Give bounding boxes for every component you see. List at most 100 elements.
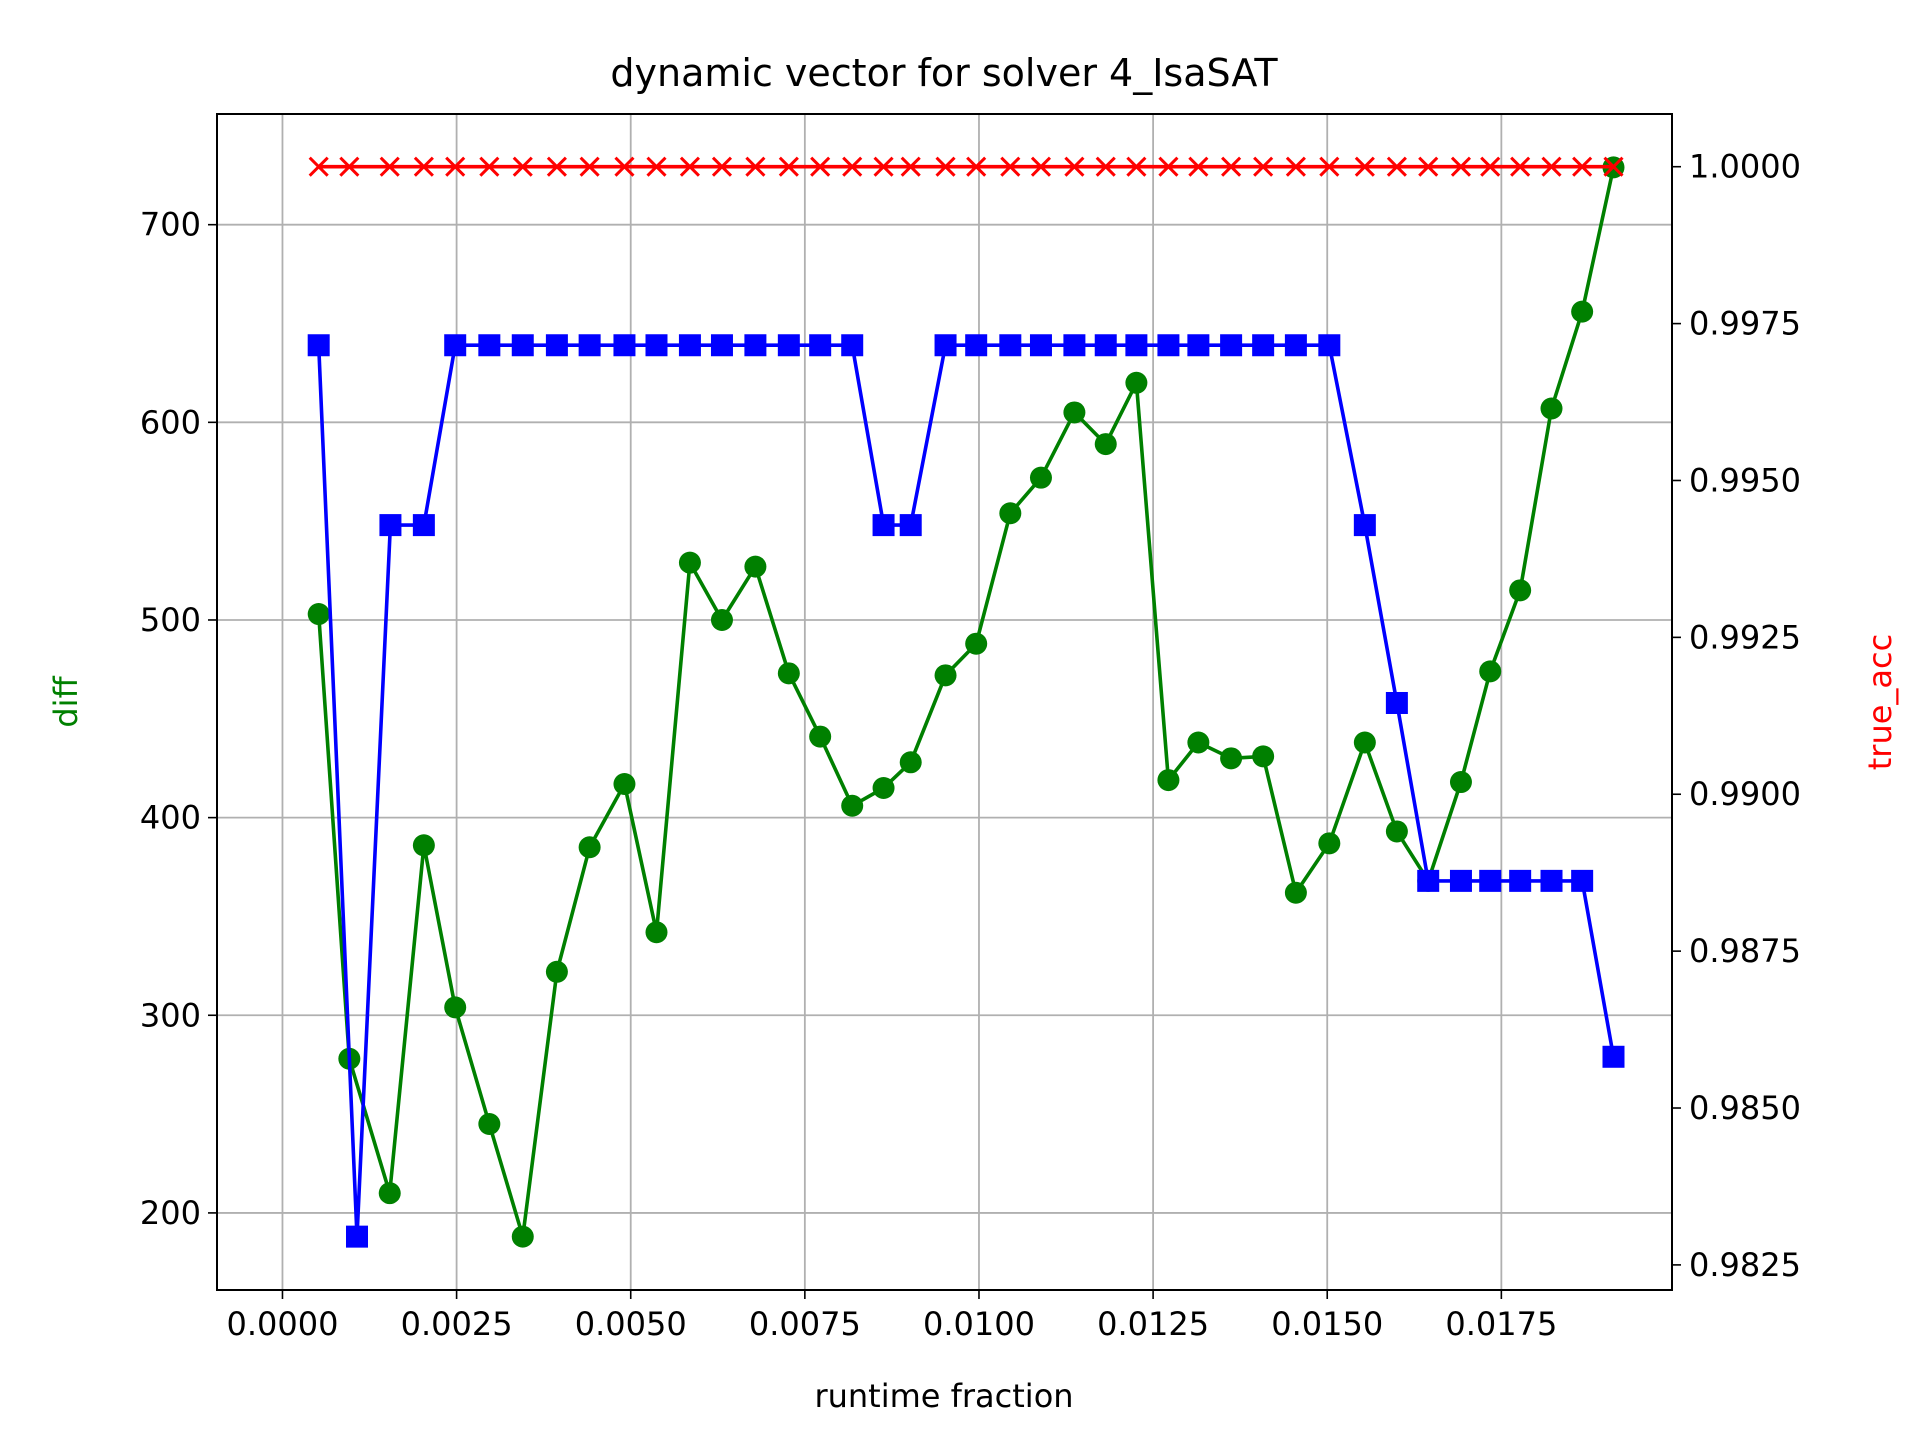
data-point-blue xyxy=(1509,870,1531,892)
data-point-blue xyxy=(579,334,601,356)
data-point-blue xyxy=(346,1226,368,1248)
data-point-diff xyxy=(512,1226,534,1248)
data-point-blue xyxy=(1285,334,1307,356)
x-tick-label: 0.0150 xyxy=(1271,1305,1383,1343)
data-point-blue xyxy=(744,334,766,356)
data-point-diff xyxy=(379,1182,401,1204)
data-point-blue xyxy=(444,334,466,356)
data-point-blue xyxy=(1571,870,1593,892)
data-point-diff xyxy=(1386,820,1408,842)
x-axis-title: runtime fraction xyxy=(814,1377,1073,1415)
data-point-diff xyxy=(900,751,922,773)
data-point-blue xyxy=(478,334,500,356)
data-point-blue xyxy=(965,334,987,356)
data-point-diff xyxy=(546,961,568,983)
data-point-blue xyxy=(935,334,957,356)
data-point-diff xyxy=(809,726,831,748)
x-tick-label: 0.0075 xyxy=(749,1305,861,1343)
data-point-diff xyxy=(1063,401,1085,423)
y-right-tick-label: 0.9825 xyxy=(1689,1246,1801,1284)
y-right-tick-label: 0.9925 xyxy=(1689,618,1801,656)
data-point-blue xyxy=(308,334,330,356)
data-point-blue xyxy=(512,334,534,356)
data-point-diff xyxy=(1220,747,1242,769)
data-point-diff xyxy=(1450,771,1472,793)
data-point-diff xyxy=(1479,660,1501,682)
data-point-diff xyxy=(873,777,895,799)
x-tick-label: 0.0125 xyxy=(1097,1305,1209,1343)
y-tick-label: 400 xyxy=(140,799,201,837)
data-point-blue xyxy=(413,514,435,536)
data-point-diff xyxy=(965,633,987,655)
y-tick-label: 700 xyxy=(140,206,201,244)
data-point-diff xyxy=(579,836,601,858)
y-right-tick-label: 0.9875 xyxy=(1689,932,1801,970)
data-point-blue xyxy=(1479,870,1501,892)
data-point-diff xyxy=(1354,732,1376,754)
y-right-tick-label: 0.9850 xyxy=(1689,1089,1801,1127)
data-point-diff xyxy=(1318,832,1340,854)
data-point-blue xyxy=(778,334,800,356)
data-point-diff xyxy=(1030,467,1052,489)
data-point-diff xyxy=(645,921,667,943)
data-point-diff xyxy=(1095,433,1117,455)
data-point-blue xyxy=(1252,334,1274,356)
x-tick-label: 0.0025 xyxy=(401,1305,513,1343)
data-point-diff xyxy=(1187,732,1209,754)
data-point-blue xyxy=(1602,1046,1624,1068)
data-point-blue xyxy=(999,334,1021,356)
data-point-diff xyxy=(679,552,701,574)
data-point-blue xyxy=(1157,334,1179,356)
y-tick-label: 500 xyxy=(140,601,201,639)
y-tick-label: 200 xyxy=(140,1194,201,1232)
data-point-diff xyxy=(444,996,466,1018)
x-tick-label: 0.0050 xyxy=(575,1305,687,1343)
data-point-diff xyxy=(999,502,1021,524)
data-point-blue xyxy=(711,334,733,356)
y-right-tick-label: 0.9950 xyxy=(1689,461,1801,499)
data-point-diff xyxy=(841,795,863,817)
data-point-diff xyxy=(1509,579,1531,601)
x-tick-label: 0.0000 xyxy=(226,1305,338,1343)
data-point-diff xyxy=(613,773,635,795)
y-right-tick-label: 0.9900 xyxy=(1689,775,1801,813)
x-tick-label: 0.0175 xyxy=(1445,1305,1557,1343)
data-point-blue xyxy=(1187,334,1209,356)
data-point-blue xyxy=(613,334,635,356)
data-point-diff xyxy=(308,603,330,625)
data-point-blue xyxy=(1318,334,1340,356)
data-point-diff xyxy=(1252,745,1274,767)
data-point-blue xyxy=(1450,870,1472,892)
data-point-blue xyxy=(546,334,568,356)
data-point-blue xyxy=(873,514,895,536)
data-point-blue xyxy=(809,334,831,356)
data-point-blue xyxy=(1541,870,1563,892)
data-point-diff xyxy=(1157,769,1179,791)
data-point-blue xyxy=(1030,334,1052,356)
data-point-blue xyxy=(900,514,922,536)
data-point-blue xyxy=(841,334,863,356)
data-point-diff xyxy=(1125,372,1147,394)
data-point-blue xyxy=(1417,870,1439,892)
data-point-diff xyxy=(935,664,957,686)
data-point-blue xyxy=(645,334,667,356)
y-right-tick-label: 0.9975 xyxy=(1689,305,1801,343)
y-right-tick-label: 1.0000 xyxy=(1689,148,1801,186)
data-point-diff xyxy=(1541,397,1563,419)
data-point-blue xyxy=(1095,334,1117,356)
data-point-blue xyxy=(1125,334,1147,356)
data-point-diff xyxy=(1571,301,1593,323)
chart-title: dynamic vector for solver 4_IsaSAT xyxy=(610,51,1278,95)
data-point-blue xyxy=(1063,334,1085,356)
y-tick-label: 600 xyxy=(140,403,201,441)
data-point-diff xyxy=(1285,882,1307,904)
y-tick-label: 300 xyxy=(140,996,201,1034)
data-point-diff xyxy=(778,662,800,684)
data-point-blue xyxy=(1354,514,1376,536)
data-point-blue xyxy=(679,334,701,356)
x-tick-label: 0.0100 xyxy=(923,1305,1035,1343)
data-point-blue xyxy=(379,514,401,536)
y-axis-title-left: diff xyxy=(47,675,85,727)
data-point-blue xyxy=(1386,692,1408,714)
